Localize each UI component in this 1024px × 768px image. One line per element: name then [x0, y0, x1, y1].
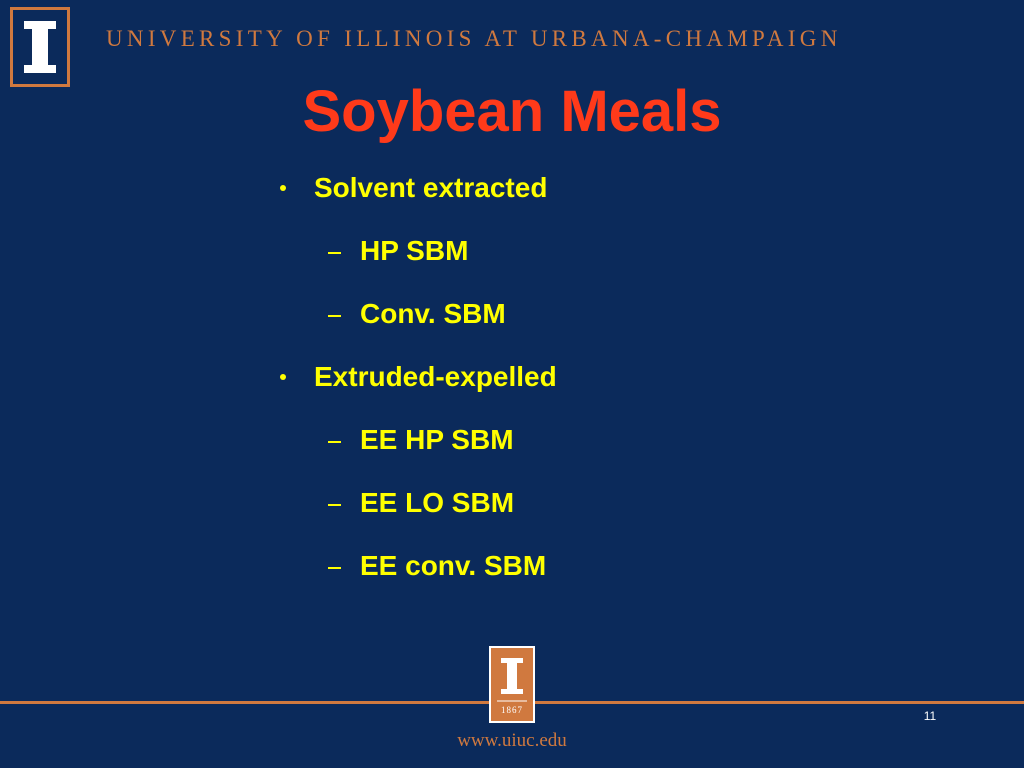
- subitem-text: EE LO SBM: [360, 487, 515, 518]
- logo-bottom: 1867: [489, 646, 535, 723]
- university-name: UNIVERSITY OF ILLINOIS AT URBANA-CHAMPAI…: [106, 26, 842, 51]
- dash-marker: [328, 567, 341, 569]
- subitem-text: Conv. SBM: [360, 298, 506, 329]
- bullet-marker: [280, 374, 286, 380]
- page-number: 11: [923, 709, 937, 723]
- logo-year: 1867: [501, 705, 523, 715]
- dash-marker: [328, 315, 341, 317]
- footer-url: www.uiuc.edu: [457, 730, 567, 751]
- dash-marker: [328, 441, 341, 443]
- bullet-marker: [280, 185, 286, 191]
- subitem-text: EE HP SBM: [360, 424, 514, 455]
- bullet-text: Solvent extracted: [314, 172, 548, 203]
- subitem-text: HP SBM: [360, 235, 469, 266]
- logo-top: [10, 7, 70, 87]
- dash-marker: [328, 504, 341, 506]
- subitem-text: EE conv. SBM: [360, 550, 547, 581]
- dash-marker: [328, 252, 341, 254]
- slide-title: Soybean Meals: [302, 79, 722, 144]
- bullet-text: Extruded-expelled: [314, 361, 557, 392]
